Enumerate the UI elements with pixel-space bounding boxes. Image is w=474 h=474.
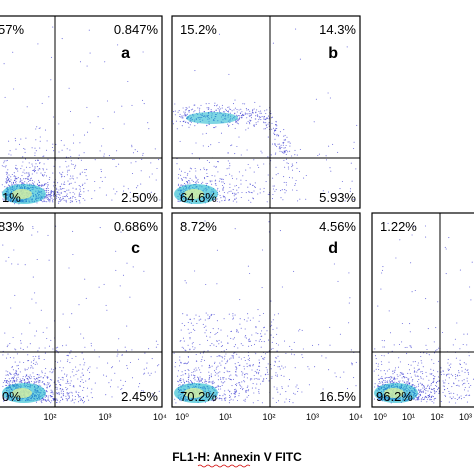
panel-frame [171, 15, 361, 209]
x-tick-label: 10⁴ [349, 412, 363, 422]
quadrant-upper-right-label: 14.3% [319, 22, 356, 37]
x-tick-label: 10⁰ [175, 412, 189, 422]
x-tick-label: 10¹ [402, 412, 415, 422]
panels-layer: 57% 0.847% 1% 2.50% a 15.2% 14.3% 64.6% 5.93% b 83… [0, 15, 474, 408]
quadrant-lower-right-label: 2.50% [121, 190, 158, 205]
x-tick-label: 10² [262, 412, 275, 422]
quadrant-lower-left-label: 96.2% [376, 389, 413, 404]
quadrant-lower-left-label: 64.6% [180, 190, 217, 205]
panel-c: 83% 0.686% 0% 2.45% c [0, 212, 163, 408]
panel-letter: a [121, 45, 130, 62]
panel-frame [0, 15, 163, 209]
panel-frame [371, 212, 474, 408]
panel-a: 57% 0.847% 1% 2.50% a [0, 15, 163, 209]
density-high [12, 388, 32, 398]
density-high [12, 189, 32, 199]
scatter-dots [1, 26, 161, 205]
x-tick-label: 10³ [459, 412, 472, 422]
quadrant-lower-right-label: 16.5% [319, 389, 356, 404]
x-axis-ticks-layer: 10² 10³ 10⁴ 10⁰ 10¹ 10² 10³ 10⁴ 10⁰ 10¹ 10² 10³ [43, 412, 472, 422]
quadrant-upper-left-label: 83% [0, 219, 24, 234]
x-tick-label: 10³ [306, 412, 319, 422]
quadrant-upper-left-label: 1.22% [380, 219, 417, 234]
x-tick-label: 10⁴ [153, 412, 167, 422]
quadrant-lower-left-label: 1% [2, 190, 21, 205]
quadrant-upper-right-label: 0.686% [114, 219, 159, 234]
quadrant-upper-left-label: 15.2% [180, 22, 217, 37]
scatter-dots [172, 28, 358, 205]
scatter-dots [173, 220, 357, 404]
x-axis-title: FL1-H: Annexin V FITC [172, 450, 302, 464]
panel-letter: b [328, 45, 338, 62]
quadrant-upper-right-label: 0.847% [114, 22, 159, 37]
quadrant-upper-left-label: 57% [0, 22, 24, 37]
x-tick-label: 10⁰ [373, 412, 387, 422]
quadrant-lower-left-label: 70.2% [180, 389, 217, 404]
x-tick-label: 10² [430, 412, 443, 422]
quadrant-upper-left-label: 8.72% [180, 219, 217, 234]
quadrant-upper-right-label: 4.56% [319, 219, 356, 234]
density-high [384, 388, 404, 398]
panel-d: 8.72% 4.56% 70.2% 16.5% d [171, 212, 361, 408]
quadrant-lower-right-label: 2.45% [121, 389, 158, 404]
scatter-dots [2, 225, 160, 404]
density-high [184, 388, 204, 398]
panel-letter: d [328, 240, 338, 257]
quadrant-lower-right-label: 5.93% [319, 190, 356, 205]
x-tick-label: 10² [43, 412, 56, 422]
panel-e: 1.22% 96.2% [371, 212, 474, 408]
quadrant-lower-left-label: 0% [2, 389, 21, 404]
x-tick-label: 10¹ [219, 412, 232, 422]
scatter-dots [373, 222, 474, 404]
density-high [184, 189, 204, 199]
panel-b: 15.2% 14.3% 64.6% 5.93% b [171, 15, 361, 209]
spellcheck-squiggle [197, 464, 251, 468]
x-tick-label: 10³ [98, 412, 111, 422]
panel-letter: c [131, 240, 140, 257]
